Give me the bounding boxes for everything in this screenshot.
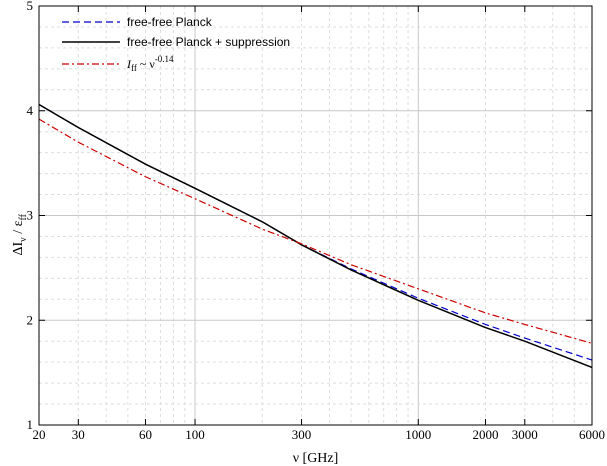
y-tick-label: 5 xyxy=(27,0,34,13)
x-tick-label: 6000 xyxy=(579,427,605,442)
legend-label-power-law: Iff ~ ν-0.14 xyxy=(126,54,174,73)
ticks xyxy=(38,5,593,426)
x-tick-label: 1000 xyxy=(405,427,431,442)
legend: free-free Planck free-free Planck + supp… xyxy=(62,15,290,73)
x-tick-label: 2000 xyxy=(472,427,498,442)
series-group xyxy=(38,103,593,369)
y-tick-label: 1 xyxy=(27,417,34,432)
y-tick-label: 4 xyxy=(27,103,34,118)
y-axis-label-sub1: ν xyxy=(18,237,29,242)
series-line-planck-suppression xyxy=(38,103,593,369)
x-tick-label: 30 xyxy=(72,427,85,442)
x-axis-label: ν [GHz] xyxy=(293,451,339,466)
legend-label-power-law-tilde: ~ ν xyxy=(137,57,155,71)
legend-label-planck-suppression: free-free Planck + suppression xyxy=(127,35,290,49)
series-line-power-law xyxy=(38,118,593,344)
series-line-free-free-planck xyxy=(38,103,593,361)
x-tick-label: 300 xyxy=(292,427,312,442)
legend-label-power-law-sub: ff xyxy=(131,63,137,73)
y-tick-label: 3 xyxy=(27,208,34,223)
tick-labels: 20 30 60 100 300 1000 2000 3000 6000 1 2 3 4 5 xyxy=(27,0,606,442)
x-tick-label: 3000 xyxy=(512,427,538,442)
y-axis-label: ΔIν / εff xyxy=(11,213,29,255)
legend-label-power-law-i: I xyxy=(126,57,132,71)
y-axis-label-sub2: ff xyxy=(18,213,29,220)
svg-text:ΔIν / εff: ΔIν / εff xyxy=(11,213,29,255)
y-axis-label-mid: / ε xyxy=(11,220,26,237)
legend-label-power-law-sup: -0.14 xyxy=(155,54,174,64)
y-axis-label-main: ΔI xyxy=(11,241,26,255)
y-tick-label: 2 xyxy=(27,312,34,327)
grid xyxy=(39,6,592,425)
x-tick-label: 20 xyxy=(33,427,46,442)
x-tick-label: 60 xyxy=(139,427,152,442)
x-tick-label: 100 xyxy=(185,427,205,442)
legend-label-free-free-planck: free-free Planck xyxy=(127,15,213,29)
